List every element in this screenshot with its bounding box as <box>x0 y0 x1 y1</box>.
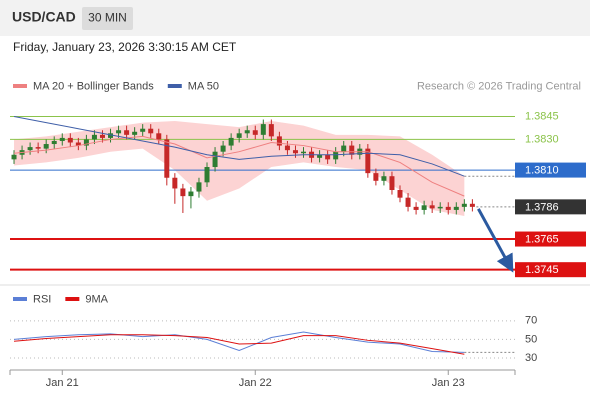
candle-body <box>51 140 57 145</box>
candle-body <box>453 206 459 210</box>
level-label: 1.3745 <box>525 264 559 276</box>
candle-body <box>389 176 395 190</box>
candle-body <box>413 206 419 210</box>
candle-body <box>212 151 218 168</box>
candle-body <box>35 147 41 149</box>
level-box <box>515 262 586 278</box>
y-tick-label: 70 <box>525 315 537 327</box>
level-label: 1.3810 <box>525 164 559 176</box>
x-tick-label: Jan 22 <box>239 377 272 389</box>
candle-body <box>196 182 202 192</box>
level-box <box>515 231 586 247</box>
candle-body <box>236 133 242 138</box>
x-tick-label: Jan 23 <box>432 377 465 389</box>
candle-body <box>252 130 258 135</box>
candle-body <box>228 137 234 146</box>
legend-swatch <box>167 84 182 88</box>
candle-body <box>83 139 89 146</box>
candle-body <box>67 137 73 143</box>
candle-body <box>317 154 323 158</box>
ma-line <box>13 135 465 197</box>
candle-body <box>108 133 114 138</box>
level-label: 1.3786 <box>525 201 559 213</box>
y-tick-label: 50 <box>525 333 537 345</box>
candle-body <box>43 144 49 149</box>
candle-body <box>445 206 451 210</box>
legend-label: MA 50 <box>188 80 219 92</box>
forecast-arrow <box>477 208 514 273</box>
candle-body <box>260 124 266 135</box>
candle-body <box>116 130 122 134</box>
candle-body <box>397 190 403 198</box>
candle-body <box>244 130 250 134</box>
candle-body <box>204 167 210 183</box>
candle-body <box>91 134 97 140</box>
candle-body <box>333 151 339 160</box>
candle-body <box>429 205 435 209</box>
candle-body <box>172 177 178 189</box>
level-label: 1.3845 <box>525 110 559 122</box>
candle-body <box>140 128 146 132</box>
legend-label: 9MA <box>85 293 108 305</box>
candle-body <box>349 145 355 155</box>
rsi-line <box>13 334 465 355</box>
candle-body <box>124 130 130 135</box>
legend-label: RSI <box>33 293 51 305</box>
x-tick-label: Jan 21 <box>46 377 79 389</box>
timestamp: Friday, January 23, 2026 3:30:15 AM CET <box>13 40 237 54</box>
legend-label: MA 20 + Bollinger Bands <box>33 80 154 92</box>
legend-swatch <box>13 297 27 301</box>
level-label: 1.3830 <box>525 133 559 145</box>
level-box <box>515 162 586 178</box>
candle-body <box>405 197 411 207</box>
candle-body <box>220 145 226 152</box>
candle-body <box>268 124 274 137</box>
candle-body <box>421 205 427 210</box>
candle-body <box>325 154 331 160</box>
candle-body <box>27 147 33 151</box>
rsi-line <box>13 331 465 353</box>
candle-body <box>301 151 307 154</box>
candle-body <box>180 188 186 197</box>
ma-line <box>13 115 465 177</box>
candle-body <box>164 139 170 178</box>
legend-swatch <box>65 297 80 301</box>
legend-swatch <box>13 84 27 88</box>
candle-body <box>156 133 162 140</box>
y-tick-label: 30 <box>525 352 537 364</box>
candle-body <box>276 136 282 146</box>
candle-body <box>437 206 443 209</box>
interval-badge[interactable] <box>82 7 133 30</box>
credit: Research © 2026 Trading Central <box>417 80 581 92</box>
candle-body <box>59 137 65 141</box>
candle-body <box>469 203 475 207</box>
candle-body <box>373 173 379 181</box>
candle-body <box>461 203 467 207</box>
candle-body <box>99 134 105 138</box>
candle-body <box>132 131 138 135</box>
candle-body <box>284 145 290 151</box>
candle-body <box>381 176 387 181</box>
level-label: 1.3765 <box>525 233 559 245</box>
candle-body <box>188 191 194 197</box>
level-box <box>515 199 586 215</box>
candle-body <box>292 150 298 154</box>
candle-body <box>365 148 371 174</box>
candle-body <box>148 128 154 134</box>
symbol: USD/CAD <box>12 9 76 25</box>
candle-body <box>75 142 81 146</box>
interval[interactable]: 30 MIN <box>88 11 127 25</box>
candle-body <box>11 154 17 160</box>
candle-body <box>341 145 347 152</box>
